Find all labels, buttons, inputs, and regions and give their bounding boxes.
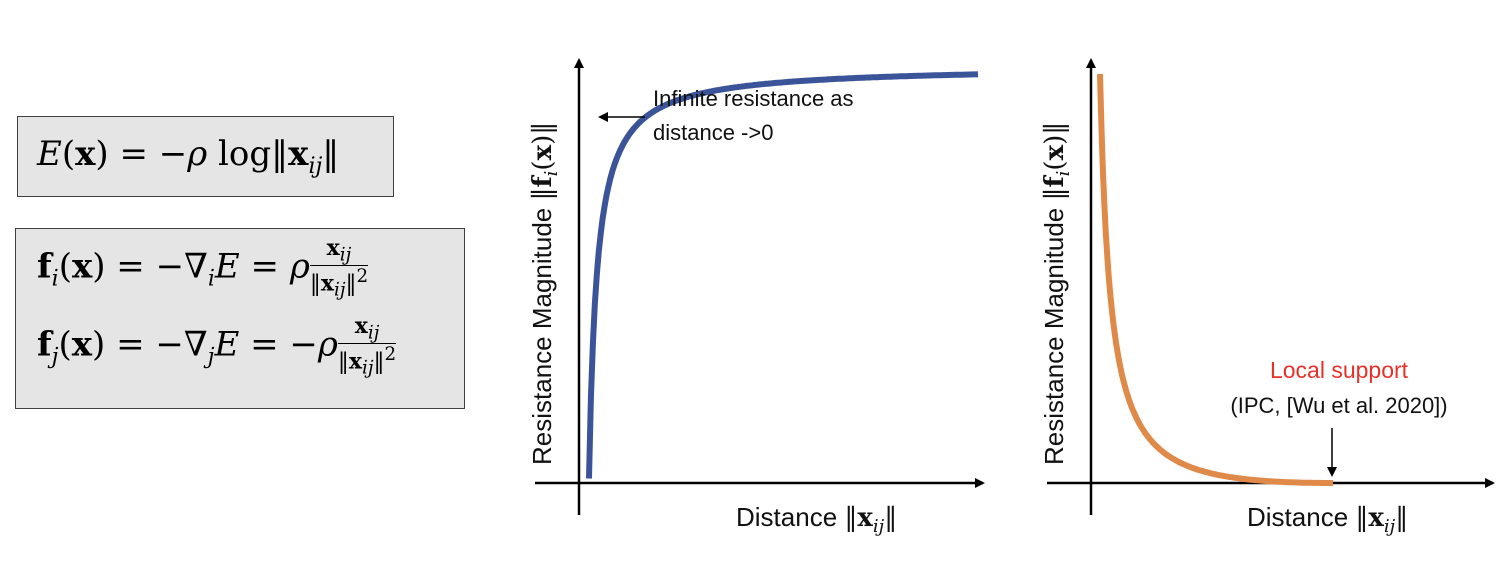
right-x-axis-label: Distance ‖xij‖ [1247,502,1408,537]
left-annotation-line1: Infinite resistance as [653,86,854,111]
force-j-equation: fj(x) = −∇jE = −ρ xij ‖xij‖2 [37,313,397,380]
force-i-equation: fi(x) = −∇iE = ρ xij ‖xij‖2 [37,235,369,302]
left-y-axis-label: Resistance Magnitude ‖fi(x)‖ [527,122,562,465]
right-annotation-title: Local support [1270,357,1409,383]
left-annotation-line2: distance ->0 [653,120,773,145]
left-curve [586,71,979,479]
right-y-axis-label: Resistance Magnitude ‖fi(x)‖ [1039,122,1074,465]
left-chart: Infinite resistance as distance ->0 Dist… [527,58,985,537]
right-curve [1097,73,1333,486]
force-equations-box [15,228,465,409]
left-x-axis-label: Distance ‖xij‖ [736,502,897,537]
right-chart: Local support (IPC, [Wu et al. 2020]) Di… [1039,58,1495,537]
energy-equation: E(x) = −ρ log‖xij‖ [37,134,340,179]
right-annotation-sub: (IPC, [Wu et al. 2020]) [1230,393,1447,418]
energy-equation-box [17,116,394,197]
